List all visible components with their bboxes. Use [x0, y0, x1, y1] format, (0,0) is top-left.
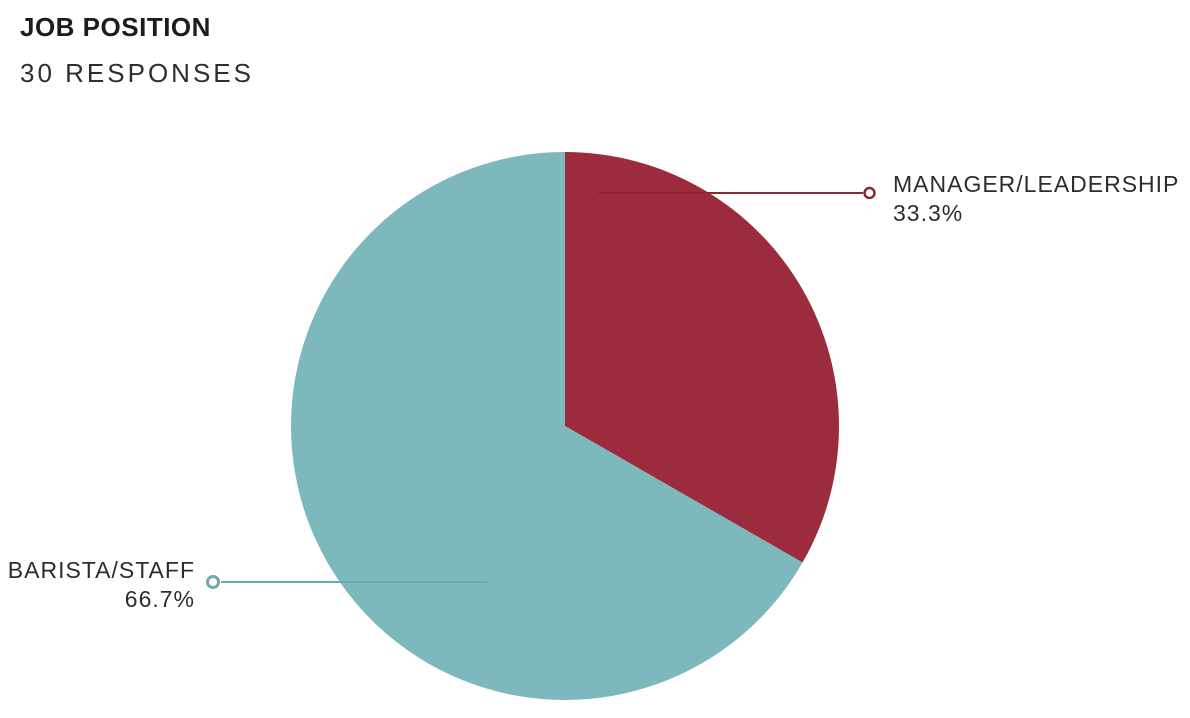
- leader-dot-barista-staff: [206, 575, 220, 589]
- chart-subtitle: 30 RESPONSES: [20, 58, 254, 88]
- slice-percentage-manager-leadership: 33.3%: [893, 200, 964, 226]
- chart-title: JOB POSITION: [20, 12, 211, 42]
- pie-slice-barista-staff: [291, 152, 803, 700]
- callout-barista-staff: BARISTA/STAFF 66.7%: [8, 556, 195, 614]
- slice-label-manager-leadership: MANAGER/LEADERSHIP: [893, 171, 1180, 197]
- leader-dot-manager-leadership: [863, 186, 876, 200]
- callout-manager-leadership: MANAGER/LEADERSHIP 33.3%: [893, 170, 1179, 228]
- pie-slice-manager-leadership: [565, 152, 840, 563]
- chart-header: JOB POSITION 30 RESPONSES: [20, 12, 254, 88]
- slice-label-barista-staff: BARISTA/STAFF: [7, 557, 195, 583]
- slice-percentage-barista-staff: 66.7%: [124, 586, 195, 612]
